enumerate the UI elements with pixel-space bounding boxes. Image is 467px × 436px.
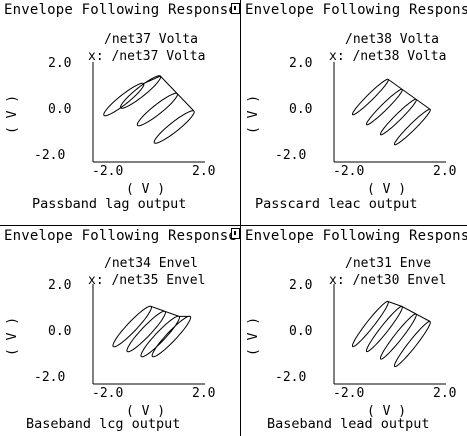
y-tick-label-bottom: -2.0	[34, 370, 65, 385]
trace-line	[103, 75, 195, 144]
chart-title: Envelope Following Response	[4, 2, 237, 18]
chart-title: Envelope Following Response	[4, 228, 237, 244]
trace-label-x: x: /net35 Envel	[88, 273, 206, 288]
x-axis-label: ( V )	[367, 182, 406, 197]
y-tick-label-top: 2.0	[48, 56, 71, 71]
trace-curve	[112, 305, 192, 358]
panel-resize-icon[interactable]	[231, 228, 240, 239]
trace-label-y: /net31 Enve	[345, 256, 432, 271]
x-tick-label-right: 2.0	[433, 164, 456, 179]
y-tick-label-mid: 0.0	[48, 102, 71, 117]
y-tick-label-mid: 0.0	[48, 324, 71, 339]
y-axis-label: ( V )	[5, 317, 20, 356]
y-tick-label-bottom: -2.0	[275, 370, 306, 385]
y-tick-label-top: 2.0	[289, 278, 312, 293]
y-tick-label-mid: 0.0	[289, 102, 312, 117]
y-axis-label: ( V )	[246, 317, 261, 356]
chart-panel-top-left: Envelope Following Response /net37 Volta…	[0, 0, 240, 225]
chart-title: Envelope Following Respons	[245, 228, 467, 244]
trace-curve	[352, 300, 431, 368]
x-axis-label: ( V )	[126, 182, 165, 197]
trace-label-x: x: /net37 Volta	[88, 49, 206, 64]
y-axis-label: ( V )	[5, 95, 20, 134]
y-tick-label-mid: 0.0	[289, 324, 312, 339]
x-tick-label-left: -2.0	[333, 164, 364, 179]
plot-area: 2.0 0.0 -2.0 -2.0 2.0 ( V ) ( V )	[5, 278, 215, 419]
trace-label-y: /net37 Volta	[104, 32, 198, 47]
trace-line	[112, 305, 192, 358]
x-tick-label-right: 2.0	[433, 386, 456, 401]
chart-caption: Passcard leac output	[255, 196, 418, 212]
trace-label-x: x: /net38 Volta	[329, 49, 447, 64]
trace-curve	[103, 75, 195, 144]
x-tick-label-right: 2.0	[192, 386, 215, 401]
chart-caption: Baseband lead output	[267, 416, 430, 432]
y-tick-label-bottom: -2.0	[34, 148, 65, 163]
plot-area: 2.0 0.0 -2.0 -2.0 2.0 ( V ) ( V )	[5, 56, 215, 197]
trace-line	[352, 300, 431, 368]
plot-area: 2.0 0.0 -2.0 -2.0 2.0 ( V ) ( V )	[246, 278, 456, 419]
y-axis-label: ( V )	[246, 95, 261, 134]
chart-title: Envelope Following Respons	[245, 2, 467, 18]
x-tick-label-left: -2.0	[92, 386, 123, 401]
x-axis-label: ( V )	[367, 404, 406, 419]
x-tick-label-left: -2.0	[333, 386, 364, 401]
panel-resize-icon[interactable]	[231, 3, 240, 14]
panel-divider-vertical	[240, 0, 241, 436]
chart-panel-bottom-left: Envelope Following Response /net34 Envel…	[0, 226, 240, 436]
chart-caption: Passband lag output	[32, 196, 187, 212]
chart-panel-top-right: Envelope Following Respons /net38 Volta …	[241, 0, 467, 225]
chart-panel-bottom-right: Envelope Following Respons /net31 Enve x…	[241, 226, 467, 436]
trace-curve	[351, 78, 431, 146]
trace-label-y: /net34 Envel	[104, 256, 198, 271]
trace-line	[351, 78, 431, 146]
y-tick-label-bottom: -2.0	[275, 148, 306, 163]
y-tick-label-top: 2.0	[289, 56, 312, 71]
plot-area: 2.0 0.0 -2.0 -2.0 2.0 ( V ) ( V )	[246, 56, 456, 197]
y-tick-label-top: 2.0	[48, 278, 71, 293]
x-tick-label-left: -2.0	[92, 164, 123, 179]
x-axis-label: ( V )	[126, 404, 165, 419]
panel-divider-horizontal	[0, 225, 467, 226]
trace-label-y: /net38 Volta	[345, 32, 439, 47]
trace-label-x: x: /net30 Envel	[329, 273, 447, 288]
x-tick-label-right: 2.0	[192, 164, 215, 179]
chart-caption: Baseband lcg output	[26, 416, 181, 432]
